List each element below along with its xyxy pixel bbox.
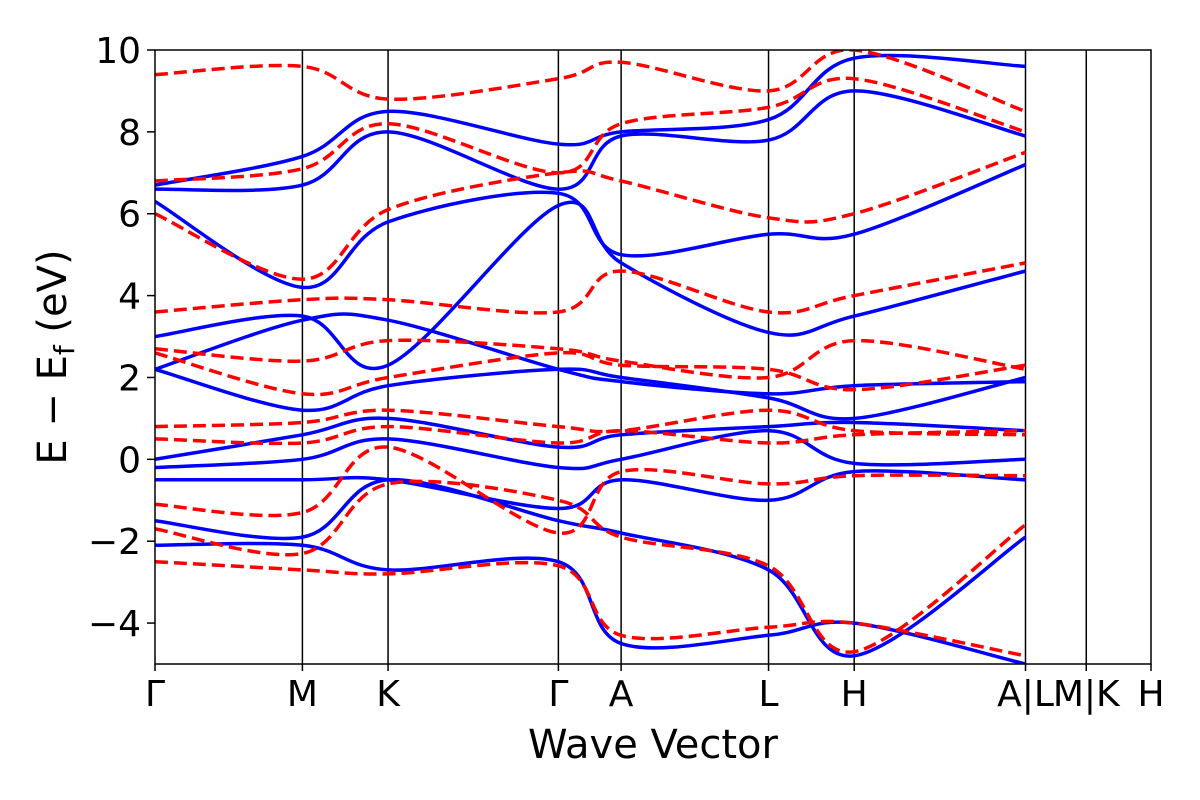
- blue-band-2: [155, 469, 1026, 511]
- blue-band-5: [155, 367, 1026, 421]
- y-tick-label: 2: [118, 358, 141, 399]
- x-tick-label: M|K: [1053, 674, 1121, 715]
- x-tick-label: H: [841, 674, 868, 715]
- blue-band-4: [155, 416, 1026, 462]
- blue-band-7: [155, 200, 1026, 371]
- red-band-2: [155, 445, 1026, 535]
- x-tick-label: K: [376, 674, 401, 715]
- plot-frame: [154, 49, 1152, 665]
- red-band-1: [155, 479, 1027, 654]
- red-band-3: [155, 424, 1026, 446]
- y-tick-label: 10: [95, 31, 141, 72]
- blue-band-9: [155, 89, 1026, 193]
- red-band-10: [155, 50, 1027, 114]
- y-axis-title-subscript: f: [48, 344, 81, 355]
- y-axis-title-main: E − E: [30, 355, 76, 465]
- x-axis-title: Wave Vector: [528, 722, 779, 768]
- x-tick-label: A: [609, 674, 634, 715]
- y-tick-label: −2: [88, 522, 141, 563]
- x-tick-label: M: [287, 674, 318, 715]
- blue-band-8: [155, 162, 1027, 290]
- y-axis-title: E − Ef (eV): [30, 249, 81, 464]
- blue-band-1: [155, 478, 1027, 658]
- band-lines: [155, 50, 1027, 664]
- red-band-0: [155, 559, 1026, 658]
- blue-band-3: [155, 428, 1026, 471]
- y-axis-title-unit: (eV): [30, 249, 76, 345]
- y-tick-label: 4: [118, 277, 141, 318]
- y-tick-label: 0: [118, 440, 141, 481]
- blue-band-10: [155, 53, 1026, 187]
- x-tick-label: L: [759, 674, 779, 715]
- blue-band-6: [155, 312, 1026, 396]
- x-tick-label: H: [1137, 674, 1164, 715]
- red-band-6: [155, 338, 1026, 380]
- y-axis-ticks: −4 −2 0 2 4 6 8 10: [88, 31, 155, 645]
- red-band-4: [155, 408, 1026, 437]
- y-tick-label: 6: [118, 195, 141, 236]
- x-tick-label: Γ: [145, 674, 165, 715]
- red-band-7: [155, 261, 1026, 315]
- high-symmetry-lines: [301, 50, 1088, 664]
- blue-band-0: [155, 541, 1026, 664]
- x-tick-label: Γ: [548, 674, 568, 715]
- y-tick-label: 8: [118, 113, 141, 154]
- x-axis-ticks: Γ M K Γ A L H A|LM|K H: [145, 664, 1165, 715]
- red-band-8: [155, 150, 1027, 281]
- red-band-5: [155, 350, 1026, 397]
- y-tick-label: −4: [88, 604, 141, 645]
- x-tick-label: A|L: [997, 674, 1054, 715]
- red-band-9: [155, 76, 1027, 183]
